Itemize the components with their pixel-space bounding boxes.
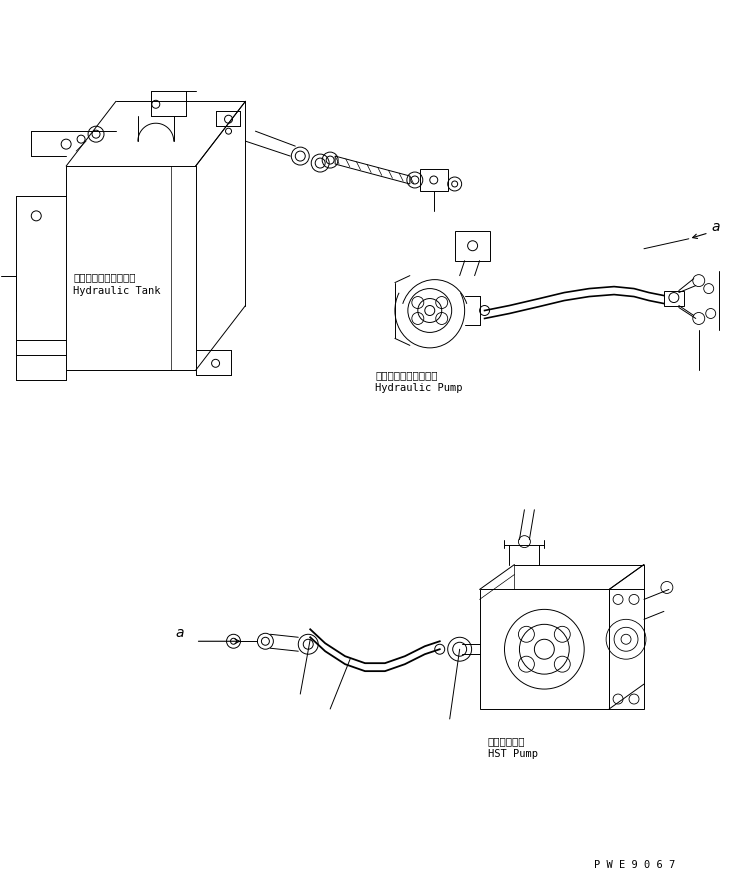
Text: Hydraulic Pump: Hydraulic Pump	[375, 384, 462, 393]
Circle shape	[435, 645, 445, 654]
Bar	[480, 590, 609, 709]
Bar	[420, 169, 448, 191]
Text: a: a	[712, 220, 720, 234]
Text: ハイドロリックポンプ: ハイドロリックポンプ	[375, 370, 437, 380]
Bar	[664, 290, 684, 305]
Text: HST Pump: HST Pump	[488, 749, 537, 759]
Bar	[454, 231, 490, 261]
Text: Hydraulic Tank: Hydraulic Tank	[73, 286, 161, 296]
Text: ハイドロリックタンク: ハイドロリックタンク	[73, 273, 135, 282]
Text: ＨＳＴポンプ: ＨＳＴポンプ	[488, 736, 525, 746]
Circle shape	[480, 305, 490, 315]
Bar	[609, 590, 644, 709]
Text: a: a	[175, 626, 184, 640]
Text: P W E 9 0 6 7: P W E 9 0 6 7	[594, 860, 676, 870]
